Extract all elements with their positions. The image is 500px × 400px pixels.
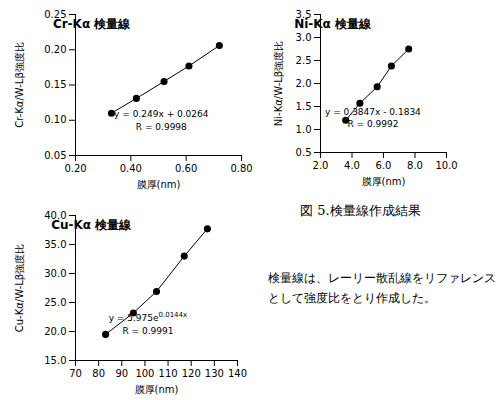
svg-text:6.0: 6.0 [376,160,392,171]
svg-text:40.0: 40.0 [44,209,67,221]
svg-text:35.0: 35.0 [44,239,66,250]
svg-text:30.0: 30.0 [44,268,66,279]
svg-text:0.20: 0.20 [64,163,86,174]
svg-text:Ni-Kα/W-Lβ強度比: Ni-Kα/W-Lβ強度比 [273,41,284,126]
svg-text:100: 100 [135,368,154,379]
svg-text:4.0: 4.0 [344,160,360,171]
svg-text:0.10: 0.10 [44,114,66,125]
svg-text:3.0: 3.0 [296,32,312,43]
svg-text:0.80: 0.80 [230,163,252,174]
svg-text:膜厚(nm): 膜厚(nm) [137,179,181,190]
svg-text:20.0: 20.0 [44,326,66,337]
svg-text:2.0: 2.0 [313,160,329,171]
html-text:図 5.検量線作成結果: 図 5.検量線作成結果 [300,203,421,218]
svg-text:80: 80 [92,368,105,379]
svg-text:1.5: 1.5 [296,101,312,112]
svg-text:y = 0.249x + 0.0264: y = 0.249x + 0.0264 [114,109,209,119]
svg-text:1.0: 1.0 [296,124,312,135]
svg-text:0.15: 0.15 [44,79,66,90]
svg-text:Ni-Kα 検量線: Ni-Kα 検量線 [294,17,372,31]
svg-text:膜厚(nm): 膜厚(nm) [362,176,406,187]
svg-text:0.20: 0.20 [44,44,66,55]
svg-text:y = 5.975e0.0144x: y = 5.975e0.0144x [109,311,188,323]
svg-text:R = 0.9992: R = 0.9992 [347,119,398,129]
svg-text:0.25: 0.25 [44,8,67,20]
html-text:として強度比をとり作成した。: として強度比をとり作成した。 [268,291,436,305]
svg-text:Cr-Kα 検量線: Cr-Kα 検量線 [53,17,131,31]
svg-text:0.60: 0.60 [175,163,197,174]
svg-text:130: 130 [205,368,224,379]
svg-text:膜厚(nm): 膜厚(nm) [135,384,179,395]
svg-text:25.0: 25.0 [44,297,66,308]
svg-text:120: 120 [182,368,201,379]
svg-text:0.5: 0.5 [296,147,312,158]
svg-text:2.0: 2.0 [296,78,312,89]
svg-text:15.0: 15.0 [44,355,66,366]
svg-text:3.5: 3.5 [295,8,312,20]
svg-text:R = 0.9991: R = 0.9991 [122,326,173,336]
svg-text:2.5: 2.5 [296,55,312,66]
svg-text:0.05: 0.05 [44,150,66,161]
svg-text:y = 0.3847x - 0.1834: y = 0.3847x - 0.1834 [325,107,421,117]
svg-text:140: 140 [228,368,247,379]
svg-text:Cu-Kα/W-Lβ強度比: Cu-Kα/W-Lβ強度比 [14,244,25,333]
svg-text:10.0: 10.0 [435,160,457,171]
svg-text:110: 110 [159,368,178,379]
svg-text:70: 70 [69,368,82,379]
svg-text:R = 0.9998: R = 0.9998 [136,122,187,132]
html-text:検量線は、レーリー散乱線をリファレンス: 検量線は、レーリー散乱線をリファレンス [268,271,496,285]
svg-text:0.40: 0.40 [120,163,142,174]
svg-text:90: 90 [115,368,128,379]
svg-text:8.0: 8.0 [407,160,423,171]
svg-text:Cr-Kα/W-Lβ強度比: Cr-Kα/W-Lβ強度比 [14,42,25,128]
svg-text:Cu-Kα 検量線: Cu-Kα 検量線 [51,218,132,232]
